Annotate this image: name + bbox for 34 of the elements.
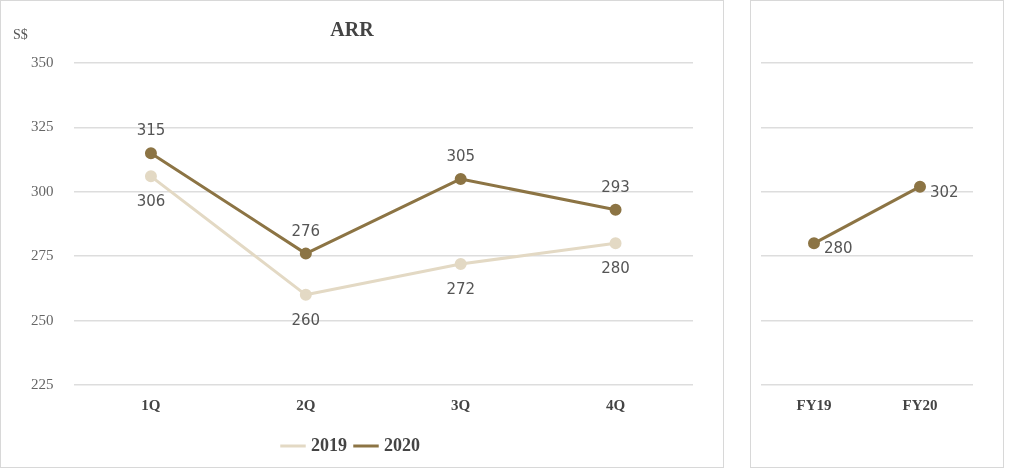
x-tick-label: 2Q	[296, 396, 316, 413]
x-tick-label: FY19	[796, 396, 832, 413]
y-tick-label: 275	[31, 247, 54, 264]
point	[299, 247, 312, 260]
data-label: 293	[601, 177, 630, 196]
point	[144, 147, 157, 160]
data-label: 305	[446, 146, 476, 165]
x-tick-label: FY20	[902, 396, 938, 413]
y-tick-label: 350	[31, 53, 54, 70]
point	[144, 170, 157, 183]
data-label: 280	[601, 259, 630, 278]
x-tick-label: 4Q	[605, 396, 626, 413]
data-label: 315	[136, 121, 166, 140]
data-label: 260	[291, 310, 321, 329]
data-label: 276	[291, 221, 321, 240]
data-label: 306	[136, 192, 166, 211]
y-tick-label: 225	[31, 375, 54, 392]
chart-title: ARR	[330, 18, 375, 41]
y-tick-label: 250	[31, 311, 54, 328]
y-tick-label: 300	[31, 182, 54, 199]
point	[454, 172, 467, 185]
x-tick-label: 1Q	[141, 396, 161, 413]
legend-label: 2020	[384, 434, 420, 455]
data-label: 280	[824, 239, 853, 258]
point	[609, 237, 622, 250]
data-label: 272	[446, 279, 476, 298]
point	[299, 288, 312, 301]
legend-label: 2019	[311, 434, 347, 455]
point	[454, 257, 467, 270]
y-axis-title: S$	[13, 26, 28, 42]
data-label: 302	[930, 182, 959, 201]
point	[609, 203, 622, 216]
y-tick-label: 325	[31, 118, 54, 135]
x-tick-label: 3Q	[451, 396, 471, 413]
